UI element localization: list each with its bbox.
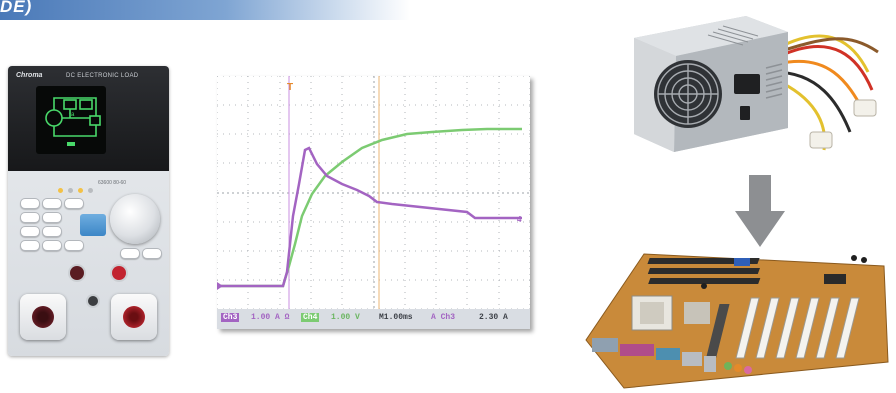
negative-terminal [20,294,66,340]
power-switch-icon [740,106,750,120]
pci-slots [735,297,860,359]
instrument-brand: Chroma [16,72,43,79]
panel-key [42,198,62,209]
panel-key [120,248,140,259]
down-arrow-icon [735,175,785,247]
ground-post [88,296,98,306]
scope-grid [216,75,531,310]
instrument-model-tag: 63600 80-60 [98,180,127,186]
sense-jack-black [70,266,84,280]
ch4-label: Ch4 [301,313,320,322]
instrument-top-panel: Chroma DC ELECTRONIC LOAD ↑a [8,66,169,171]
svg-text:↑a: ↑a [68,112,75,118]
purple-trace [221,146,522,288]
trigger-marker: T [287,82,293,93]
panel-key [20,198,40,209]
banner-title: DE) [0,0,33,16]
oscilloscope-plot: T 4 [216,75,531,310]
memory-slots [647,258,761,284]
panel-key [20,226,40,237]
molex-connector [853,99,877,117]
oscilloscope-screen: T 4 Ch3 1.00 A Ω Ch4 1.00 V M1.00ms A Ch… [216,75,531,329]
ground-marker-icon [217,282,223,290]
panel-key [20,212,40,223]
panel-key [142,248,162,259]
green-trace [217,127,522,288]
power-supply-unit-photo [634,16,879,152]
channel-marker: 4 [517,215,522,224]
sense-jack-red [112,266,126,280]
status-led [68,188,73,193]
circuit-diagram-icon: ↑a [45,97,101,146]
ch3-label: Ch3 [221,313,240,322]
status-leds [58,180,98,198]
dc-electronic-load-photo: Chroma DC ELECTRONIC LOAD ↑a [8,66,169,356]
timebase-readout: M1.00ms [379,313,413,322]
instrument-control-panel: 63600 80-60 [8,176,169,356]
motherboard-photo [585,253,889,389]
chipset-heatsink [684,302,710,324]
panel-key [42,240,62,251]
panel-key [64,240,84,251]
rear-io-ports [592,338,752,374]
atx-power-connector [824,274,846,284]
status-led [88,188,93,193]
cpu-socket-center [640,302,664,324]
molex-connector [809,131,833,149]
instrument-display: ↑a [36,86,106,154]
ch4-scale: 1.00 V [331,313,360,322]
enter-key [80,214,106,236]
panel-key [42,212,62,223]
instrument-model-text: DC ELECTRONIC LOAD [66,73,139,79]
panel-key [42,226,62,237]
agp-slot [706,304,730,358]
trigger-source-readout: A Ch3 [431,313,456,322]
status-led [58,188,63,193]
ch3-scale: 1.00 A Ω [251,313,290,322]
scope-status-bar [217,309,530,329]
blue-connector [734,258,750,266]
psu-vents [707,25,759,46]
panel-key [64,198,84,209]
status-led [78,188,83,193]
panel-key [20,240,40,251]
section-banner: DE) [0,0,410,20]
power-socket-icon [734,74,760,94]
positive-terminal [111,294,157,340]
rotary-knob [110,194,160,244]
trigger-level-readout: 2.30 A [479,313,508,322]
